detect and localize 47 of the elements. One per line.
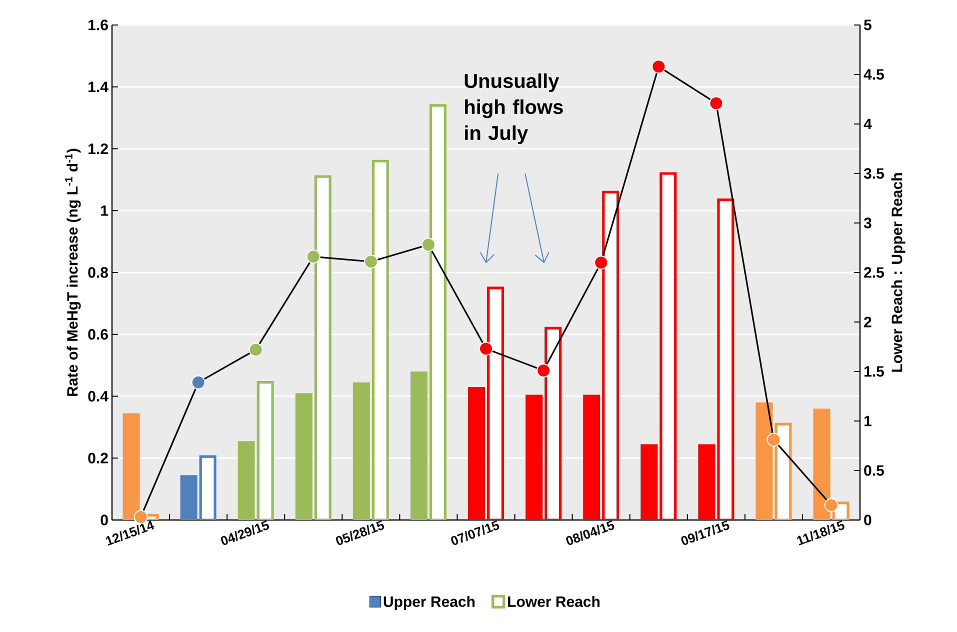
bar: [526, 394, 543, 520]
y2-tick-label: 2: [864, 316, 872, 328]
point: [536, 364, 551, 378]
legend-label: Upper Reach: [384, 596, 475, 610]
y2-tick-label: 1.5: [864, 366, 884, 377]
bar: [698, 444, 716, 520]
point: [191, 375, 206, 390]
bar: [352, 382, 370, 520]
point: [594, 256, 608, 270]
y-tick-label: 1: [101, 205, 108, 216]
point: [479, 342, 494, 356]
point: [364, 254, 378, 269]
y-tick-label: 1.6: [88, 20, 108, 30]
bar: [468, 386, 486, 520]
y-tick-label: 0.2: [88, 452, 108, 464]
point: [824, 498, 838, 512]
y-tick-label: 0: [100, 514, 108, 526]
y2-tick-label: 1: [864, 416, 872, 426]
y-tick-label: 0.6: [88, 329, 108, 340]
y2-tick-label: 2.5: [864, 267, 884, 278]
point: [709, 96, 724, 110]
bar: [583, 394, 600, 520]
point: [306, 250, 320, 264]
y-tick-label: 1.2: [88, 144, 108, 154]
y2-axis-title: Lower Reach : Upper Reach: [891, 173, 906, 372]
y2-tick-label: 0: [864, 514, 872, 526]
bar: [180, 475, 198, 520]
y2-tick-label: 3: [864, 218, 872, 228]
point: [652, 60, 666, 74]
bar: [295, 393, 312, 520]
y2-tick-label: 4: [864, 118, 872, 130]
bar: [410, 371, 428, 520]
y2-tick-label: 0.5: [864, 465, 884, 476]
legend-label: Lower Reach: [508, 596, 600, 607]
y2-tick-label: 5: [864, 20, 872, 30]
bar: [238, 441, 255, 520]
y-axis-title: Rate of MeHgT increase (ng L$^{-1}$ d$^{-1}$): [65, 148, 81, 396]
y-tick-label: 0.4: [88, 390, 108, 402]
y-tick-label: 0.8: [88, 267, 108, 278]
annotation: Unusually high flows in July: [464, 73, 563, 144]
y2-tick-label: 4.5: [864, 69, 884, 80]
y-tick-label: 1.4: [88, 82, 108, 92]
point: [766, 432, 781, 447]
bar: [640, 444, 658, 520]
point: [248, 342, 263, 357]
point: [421, 238, 436, 252]
y2-tick-label: 3.5: [864, 168, 884, 179]
